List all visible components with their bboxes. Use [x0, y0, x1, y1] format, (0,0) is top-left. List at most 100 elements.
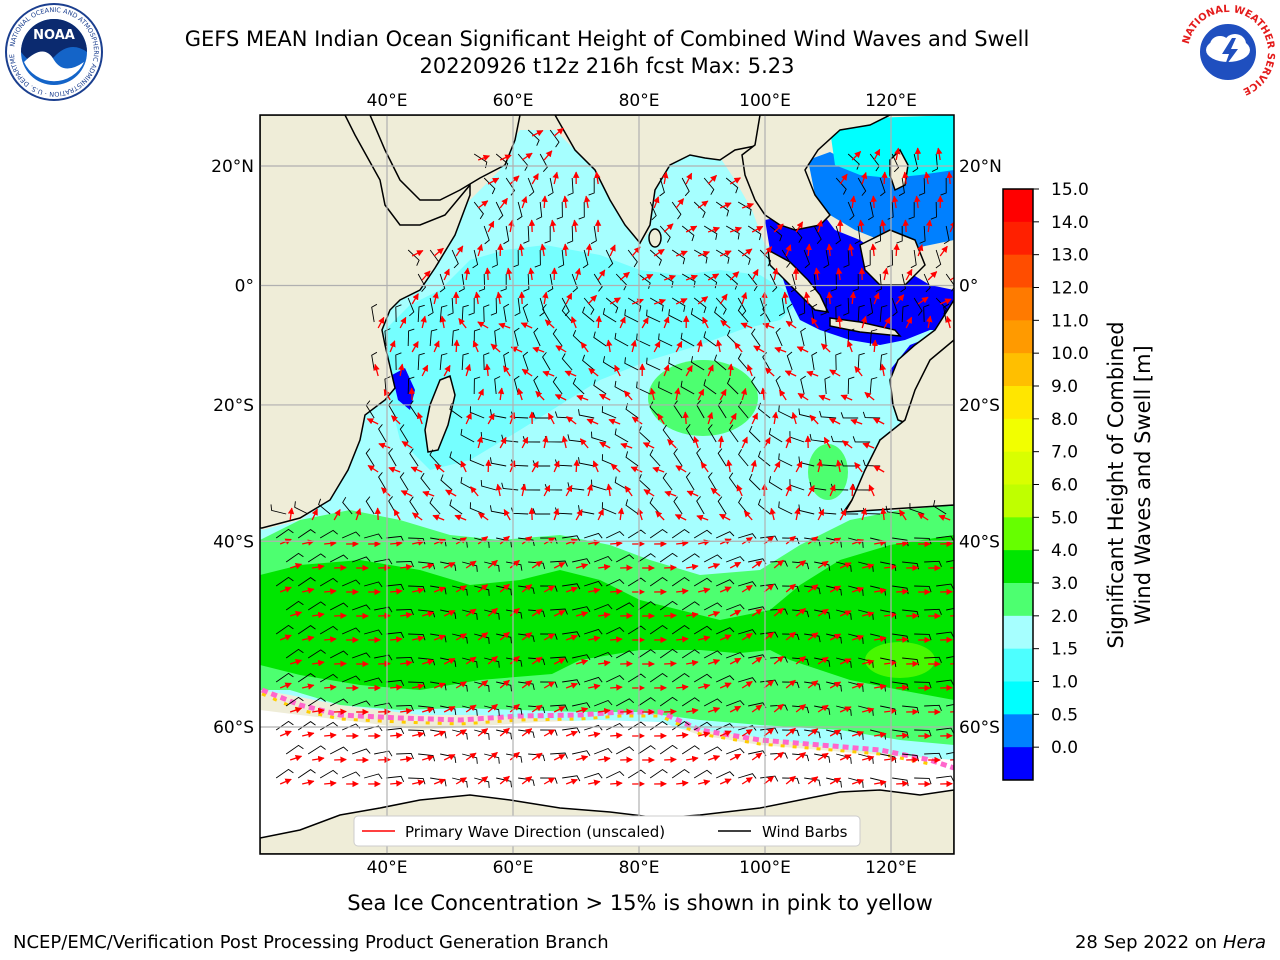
colorbar-segment — [1003, 616, 1033, 649]
lat-tick-left: 40°S — [213, 532, 254, 552]
colorbar-tick-label: 2.0 — [1051, 607, 1078, 627]
lat-tick-right: 0° — [959, 276, 978, 296]
lon-labels-top: 40°E 60°E 80°E 100°E 120°E — [367, 91, 917, 111]
wave-arrow — [334, 712, 346, 713]
legend-wave-label: Primary Wave Direction (unscaled) — [405, 823, 665, 841]
colorbar-segment — [1003, 452, 1033, 485]
colorbar-tick-label: 0.0 — [1051, 738, 1078, 758]
credit-text: NCEP/EMC/Verification Post Processing Pr… — [13, 932, 609, 953]
sri-lanka-land — [649, 229, 661, 247]
lon-tick-top: 60°E — [493, 91, 534, 111]
wave-arrow — [884, 172, 885, 184]
host-name: Hera — [1223, 932, 1266, 953]
colorbar-segment — [1003, 714, 1033, 747]
colorbar-tick-label: 12.0 — [1051, 279, 1089, 299]
wave-arrow — [950, 615, 962, 616]
legend-wind-label: Wind Barbs — [762, 823, 848, 841]
colorbar-segment — [1003, 320, 1033, 353]
colorbar-segment — [1003, 649, 1033, 682]
colorbar: 15.014.013.012.011.010.09.08.07.06.05.04… — [1003, 180, 1089, 781]
colorbar-segment — [1003, 288, 1033, 321]
colorbar-tick-label: 6.0 — [1051, 476, 1078, 496]
colorbar-title: Significant Height of Combined Wind Wave… — [1104, 321, 1155, 648]
wave-arrow — [896, 244, 897, 256]
lat-labels-right: 20°N 0° 20°S 40°S 60°S — [959, 157, 1002, 738]
colorbar-segment — [1003, 517, 1033, 550]
wave-arrow — [378, 508, 379, 520]
lon-tick-top: 120°E — [865, 91, 917, 111]
wave-arrow — [334, 568, 346, 569]
wave-arrow — [610, 591, 622, 592]
lat-tick-left: 20°S — [213, 396, 254, 416]
colorbar-segment — [1003, 682, 1033, 715]
colorbar-segment — [1003, 189, 1033, 222]
wave-arrow — [522, 292, 523, 304]
wave-arrow — [896, 783, 908, 784]
wave-arrow — [487, 268, 488, 280]
wave-arrow — [610, 783, 622, 784]
colorbar-segment — [1003, 485, 1033, 518]
wave-arrow — [664, 711, 676, 712]
wave-arrow — [950, 711, 962, 712]
ocean-field-3m-mid — [648, 360, 758, 436]
wave-arrow — [576, 460, 577, 472]
wave-arrow — [852, 484, 853, 496]
wave-arrow — [896, 639, 908, 640]
colorbar-tick-label: 0.5 — [1051, 705, 1078, 725]
wave-arrow — [950, 759, 962, 760]
colorbar-tick-label: 14.0 — [1051, 213, 1089, 233]
lon-tick-bottom: 120°E — [865, 858, 917, 878]
wave-arrow — [610, 735, 622, 736]
lat-tick-right: 20°S — [959, 396, 1000, 416]
wave-arrow — [610, 543, 622, 544]
colorbar-tick-label: 13.0 — [1051, 246, 1089, 266]
lon-tick-top: 80°E — [619, 91, 660, 111]
colorbar-tick-label: 1.5 — [1051, 640, 1078, 660]
lat-labels-left: 20°N0°20°S40°S60°S — [211, 157, 254, 738]
colorbar-segment — [1003, 419, 1033, 452]
colorbar-segment — [1003, 222, 1033, 255]
colorbar-segment — [1003, 747, 1033, 780]
wave-arrow — [896, 687, 908, 688]
wave-arrow — [532, 508, 533, 520]
colorbar-segment — [1003, 255, 1033, 288]
colorbar-tick-label: 5.0 — [1051, 508, 1078, 528]
wave-arrow — [905, 220, 906, 232]
colorbar-segment — [1003, 583, 1033, 616]
colorbar-tick-label: 7.0 — [1051, 443, 1078, 463]
lat-tick-right: 60°S — [959, 718, 1000, 738]
lon-labels-bottom: 40°E 60°E 80°E 100°E 120°E — [367, 858, 917, 878]
wave-arrow — [896, 735, 908, 736]
ocean-field-3m-east — [808, 444, 848, 500]
colorbar-segment — [1003, 386, 1033, 419]
lat-tick-right: 20°N — [959, 157, 1002, 177]
wave-arrow — [950, 663, 962, 664]
wave-arrow — [896, 591, 908, 592]
wave-arrow — [610, 687, 622, 688]
wave-arrow — [664, 567, 676, 568]
colorbar-segment — [1003, 550, 1033, 583]
lon-tick-bottom: 100°E — [739, 858, 791, 878]
colorbar-segment — [1003, 353, 1033, 386]
sea-ice-note: Sea Ice Concentration > 15% is shown in … — [0, 891, 1280, 915]
colorbar-tick-label: 3.0 — [1051, 574, 1078, 594]
lon-tick-bottom: 80°E — [619, 858, 660, 878]
wave-arrow — [544, 196, 545, 208]
lat-tick-left: 20°N — [211, 157, 254, 177]
wave-arrow — [896, 543, 908, 544]
ocean-field-5m-south — [865, 642, 935, 678]
lon-tick-bottom: 40°E — [367, 858, 408, 878]
colorbar-tick-label: 8.0 — [1051, 410, 1078, 430]
colorbar-tick-label: 15.0 — [1051, 180, 1089, 200]
wave-arrow — [334, 760, 346, 761]
colorbar-tick-label: 11.0 — [1051, 311, 1089, 331]
wave-arrow — [664, 663, 676, 664]
map-legend: Primary Wave Direction (unscaled) Wind B… — [354, 816, 860, 846]
wave-arrow — [610, 639, 622, 640]
lat-tick-left: 0° — [235, 276, 254, 296]
wave-arrow — [685, 412, 686, 424]
colorbar-tick-label: 9.0 — [1051, 377, 1078, 397]
wave-arrow — [950, 567, 962, 568]
lat-tick-right: 40°S — [959, 532, 1000, 552]
